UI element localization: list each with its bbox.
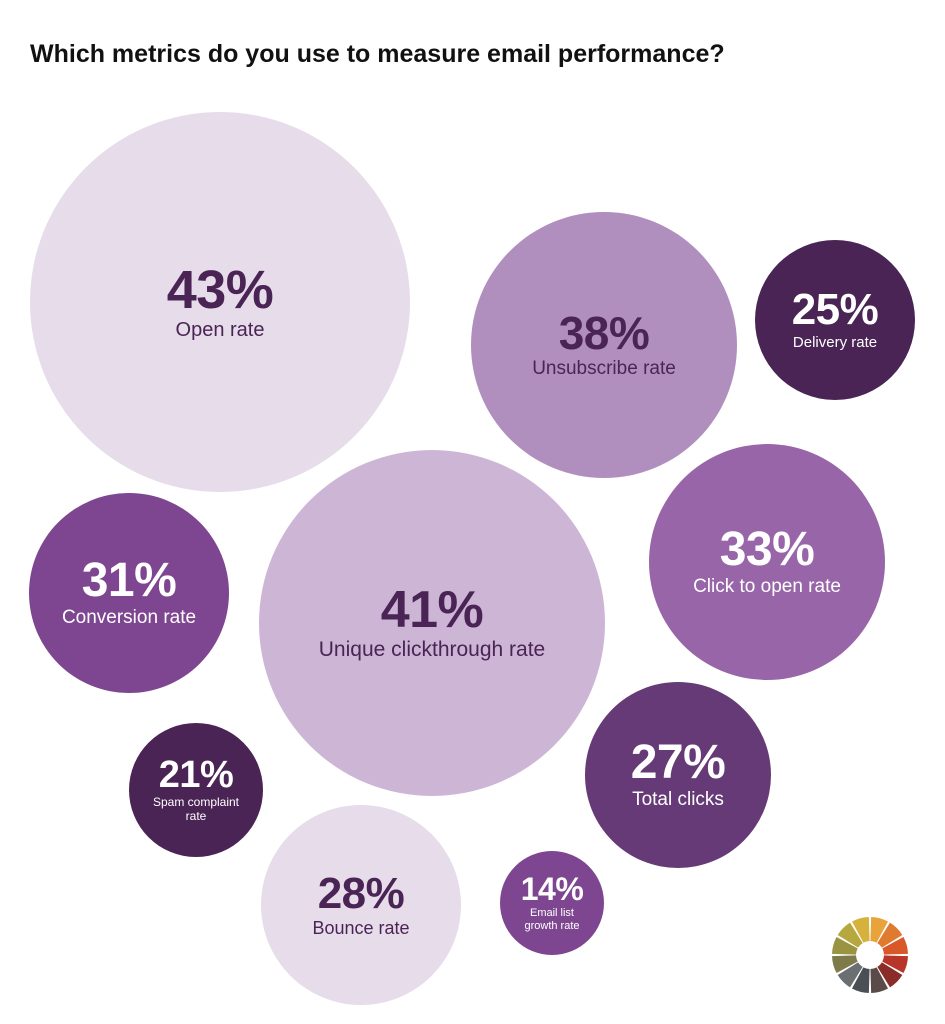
value-label: 27%: [630, 736, 726, 790]
logo: [832, 917, 908, 993]
logo-segment: [877, 922, 903, 948]
bubble: 38% Unsubscribe rate: [471, 212, 737, 478]
category-label: Unique clickthrough rate: [318, 637, 546, 661]
logo-segment: [882, 955, 908, 973]
category-label: Click to open rate: [693, 576, 841, 598]
value-label: 33%: [719, 523, 815, 577]
logo-segment: [870, 917, 888, 943]
category-label: Conversion rate: [61, 607, 197, 629]
category-label: Bounce rate: [312, 917, 410, 938]
value-label: 31%: [81, 554, 177, 608]
value-label: 41%: [380, 580, 484, 639]
value-label: 14%: [520, 871, 584, 908]
logo-segment: [877, 962, 903, 988]
logo-segment: [837, 922, 863, 948]
logo-segment: [832, 937, 858, 955]
category-label: Email list growth rate: [524, 907, 580, 932]
category-label: Delivery rate: [792, 334, 878, 352]
bubble: 41% Unique clickthrough rate: [259, 450, 605, 796]
value-label: 25%: [791, 285, 879, 335]
bubble: 31% Conversion rate: [29, 493, 229, 693]
value-label: 28%: [317, 868, 405, 918]
logo-segment: [832, 955, 858, 973]
bubble: 27% Total clicks: [585, 682, 771, 868]
logo-segment: [852, 917, 870, 943]
chart-title: Which metrics do you use to measure emai…: [30, 40, 725, 68]
value-label: 43%: [166, 259, 274, 320]
bubble: 21% Spam complaint rate: [129, 723, 263, 857]
category-label: Spam complaint rate: [152, 795, 240, 823]
bubble: 43% Open rate: [30, 112, 410, 492]
logo-segment: [870, 967, 888, 993]
category-label: Unsubscribe rate: [532, 358, 676, 380]
bubble: 14% Email list growth rate: [500, 851, 604, 955]
logo-segment: [882, 937, 908, 955]
bubble: 33% Click to open rate: [649, 444, 885, 680]
category-label: Total clicks: [632, 789, 724, 811]
category-label: Open rate: [175, 318, 265, 341]
logo-segment: [852, 967, 870, 993]
bubble: 28% Bounce rate: [261, 805, 461, 1005]
value-label: 21%: [158, 754, 234, 797]
bubble: 25% Delivery rate: [755, 240, 915, 400]
value-label: 38%: [558, 307, 650, 360]
logo-segment: [837, 962, 863, 988]
